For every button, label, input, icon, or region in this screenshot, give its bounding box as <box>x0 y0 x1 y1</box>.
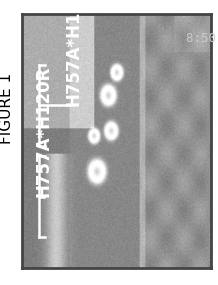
Text: FIGURE 1: FIGURE 1 <box>0 73 14 144</box>
Text: 8:50 PM: 8:50 PM <box>186 32 218 45</box>
Text: H757A*H120Rem(BC3F3): H757A*H120Rem(BC3F3) <box>64 0 82 105</box>
Text: H757A*H120R: H757A*H120R <box>35 66 53 197</box>
